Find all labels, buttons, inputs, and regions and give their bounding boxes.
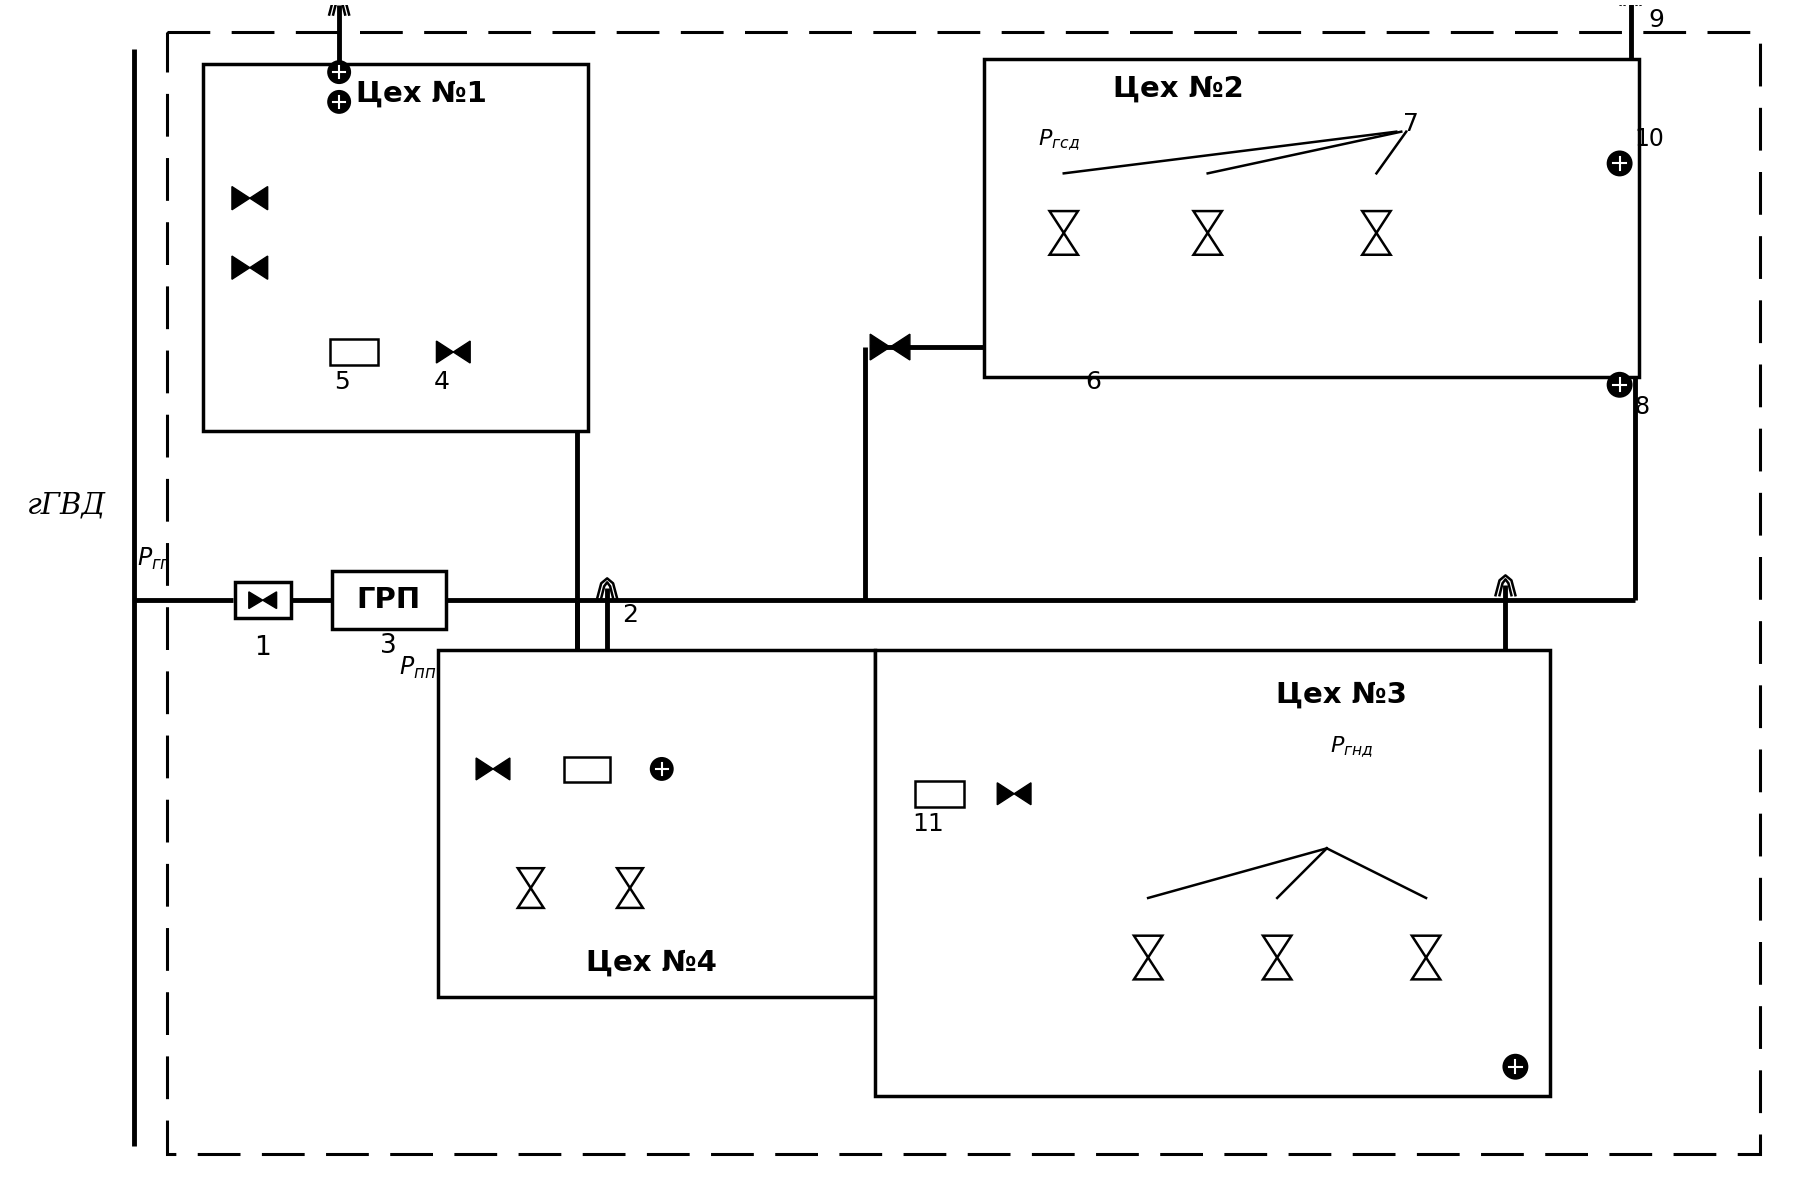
- Polygon shape: [889, 334, 909, 359]
- Polygon shape: [1262, 958, 1291, 979]
- Polygon shape: [518, 869, 543, 888]
- Polygon shape: [997, 783, 1015, 804]
- Text: Цех №3: Цех №3: [1277, 681, 1408, 708]
- Text: $P_{гг}$: $P_{гг}$: [136, 545, 170, 571]
- Polygon shape: [1363, 233, 1391, 255]
- Polygon shape: [617, 869, 644, 888]
- Polygon shape: [1194, 233, 1221, 255]
- Bar: [330, 339, 378, 365]
- Polygon shape: [617, 888, 644, 908]
- Text: 9: 9: [1648, 7, 1664, 31]
- Bar: [565, 757, 610, 782]
- Polygon shape: [436, 342, 454, 363]
- Circle shape: [1504, 1054, 1528, 1078]
- Polygon shape: [493, 758, 509, 779]
- Polygon shape: [1194, 211, 1221, 233]
- Text: 11: 11: [913, 812, 943, 835]
- Text: 2: 2: [622, 603, 638, 627]
- Text: $P_{гнд}$: $P_{гнд}$: [1330, 734, 1373, 759]
- Circle shape: [1608, 372, 1632, 396]
- Polygon shape: [454, 342, 470, 363]
- Text: 4: 4: [434, 370, 450, 394]
- Text: Цех №1: Цех №1: [357, 80, 488, 108]
- Bar: [235, 582, 290, 618]
- Bar: [167, 32, 1759, 1154]
- Text: 1: 1: [255, 634, 271, 660]
- Polygon shape: [1411, 958, 1440, 979]
- Bar: [984, 60, 1639, 377]
- Text: ГРП: ГРП: [357, 587, 421, 614]
- Circle shape: [651, 758, 672, 779]
- Text: Цех №2: Цех №2: [1112, 75, 1243, 104]
- Text: гГВД: гГВД: [27, 491, 106, 520]
- Text: Цех №4: Цех №4: [586, 948, 717, 977]
- Polygon shape: [1049, 233, 1078, 255]
- Bar: [914, 781, 965, 807]
- Bar: [203, 64, 588, 432]
- Polygon shape: [249, 256, 267, 280]
- Polygon shape: [264, 591, 276, 608]
- Polygon shape: [1049, 211, 1078, 233]
- Polygon shape: [1133, 958, 1162, 979]
- Polygon shape: [249, 187, 267, 209]
- Polygon shape: [1262, 935, 1291, 958]
- Polygon shape: [231, 256, 249, 280]
- Polygon shape: [1363, 211, 1391, 233]
- Bar: [439, 650, 875, 997]
- Bar: [332, 571, 446, 630]
- Polygon shape: [1411, 935, 1440, 958]
- Text: 10: 10: [1635, 126, 1664, 151]
- Polygon shape: [1133, 935, 1162, 958]
- Polygon shape: [249, 591, 264, 608]
- Text: 3: 3: [380, 633, 398, 659]
- Circle shape: [328, 90, 350, 113]
- Circle shape: [328, 61, 350, 83]
- Text: $P_{гсд}$: $P_{гсд}$: [1038, 129, 1079, 154]
- Polygon shape: [518, 888, 543, 908]
- Polygon shape: [1015, 783, 1031, 804]
- Text: 8: 8: [1635, 395, 1650, 419]
- Text: 5: 5: [333, 370, 350, 394]
- Circle shape: [1608, 151, 1632, 175]
- Text: 7: 7: [1404, 112, 1418, 136]
- Polygon shape: [870, 334, 889, 359]
- Text: 6: 6: [1085, 370, 1101, 394]
- Bar: [875, 650, 1551, 1096]
- Polygon shape: [231, 187, 249, 209]
- Text: $P_{пп}$: $P_{пп}$: [398, 654, 436, 681]
- Polygon shape: [477, 758, 493, 779]
